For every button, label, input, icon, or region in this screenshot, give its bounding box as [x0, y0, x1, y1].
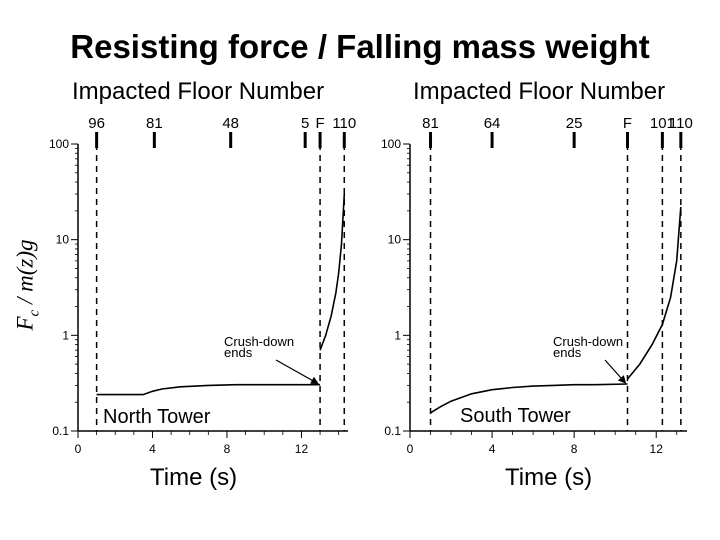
- annotation-arrow: [604, 359, 627, 384]
- top-tick-label: 5: [301, 115, 309, 132]
- x-tick-label: 4: [149, 442, 156, 456]
- top-tick-label: 48: [222, 115, 239, 132]
- x-tick-label: 0: [75, 442, 82, 456]
- series-line-1: [96, 383, 321, 396]
- annotation-line-2: ends: [553, 345, 582, 360]
- annotation-arrow: [275, 359, 319, 385]
- annotation-line-1: Crush-down: [224, 334, 294, 349]
- annotation-line-2: ends: [224, 345, 253, 360]
- y-tick-label: 10: [388, 233, 402, 247]
- y-tick-label: 100: [49, 137, 69, 151]
- top-axis-title-left: Impacted Floor Number: [72, 78, 325, 105]
- annotation-line-1: Crush-down: [553, 334, 623, 349]
- top-tick-label: 25: [566, 115, 583, 132]
- x-axis-title-right: Time (s): [505, 464, 593, 491]
- top-tick-label: 81: [146, 115, 163, 132]
- y-tick-label: 100: [381, 137, 401, 151]
- y-tick-label: 0.1: [52, 424, 69, 438]
- top-tick-label: 64: [484, 115, 501, 132]
- top-tick-label: 96: [88, 115, 105, 132]
- top-tick-label: 110: [332, 115, 356, 132]
- top-tick-label: 110: [669, 115, 693, 132]
- y-tick-label: 1: [394, 328, 401, 342]
- x-tick-label: 12: [295, 442, 309, 456]
- x-axis-title-left: Time (s): [150, 464, 238, 491]
- top-tick-label: F: [623, 115, 632, 132]
- x-tick-label: 4: [489, 442, 496, 456]
- x-tick-label: 0: [407, 442, 414, 456]
- y-tick-label: 1: [62, 328, 69, 342]
- x-tick-label: 12: [650, 442, 664, 456]
- x-tick-label: 8: [571, 442, 578, 456]
- top-tick-label: 81: [422, 115, 439, 132]
- top-axis-title-right: Impacted Floor Number: [413, 78, 666, 105]
- series-line-1: [430, 383, 628, 414]
- y-tick-label: 10: [56, 233, 70, 247]
- top-tick-label: 101: [650, 115, 675, 132]
- panel-label: North Tower: [103, 406, 211, 428]
- y-tick-label: 0.1: [384, 424, 401, 438]
- series-line-2: [319, 193, 346, 351]
- x-tick-label: 8: [224, 442, 231, 456]
- panel-label: South Tower: [460, 405, 571, 427]
- top-tick-label: F: [315, 115, 324, 132]
- series-line-2: [626, 206, 682, 380]
- chart-title: Resisting force / Falling mass weight: [70, 28, 650, 65]
